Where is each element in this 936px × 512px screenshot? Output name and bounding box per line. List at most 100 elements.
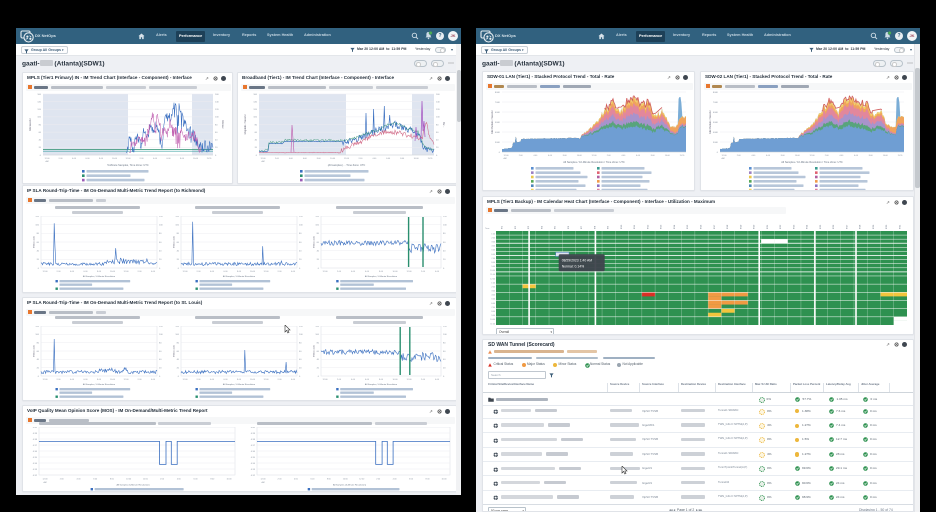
svg-text:40: 40 — [39, 140, 42, 142]
svg-text:10:00: 10:00 — [250, 271, 256, 273]
svg-text:4.38: 4.38 — [251, 439, 256, 441]
svg-text:60: 60 — [299, 351, 302, 353]
svg-text:4.37: 4.37 — [251, 445, 256, 447]
svg-text:8/15: 8/15 — [687, 224, 689, 229]
svg-text:100: 100 — [159, 334, 163, 336]
svg-text:2:00: 2:00 — [197, 271, 202, 273]
svg-text:40: 40 — [177, 251, 180, 253]
svg-text:8/14: 8/14 — [674, 224, 676, 229]
svg-text:4:00: 4:00 — [289, 158, 294, 160]
svg-text:6:00: 6:00 — [224, 379, 229, 381]
svg-text:60: 60 — [159, 351, 162, 353]
svg-text:8:00: 8:00 — [110, 479, 115, 481]
svg-text:Milliseconds: Milliseconds — [314, 344, 316, 357]
svg-text:12:00: 12:00 — [322, 379, 328, 381]
svg-text:20: 20 — [215, 147, 218, 149]
svg-text:80: 80 — [39, 124, 42, 126]
svg-text:6:00: 6:00 — [365, 271, 370, 273]
svg-text:20: 20 — [317, 368, 320, 370]
svg-text:2:00: 2:00 — [337, 271, 342, 273]
svg-text:40: 40 — [443, 251, 446, 253]
svg-text:4.38: 4.38 — [33, 439, 38, 441]
svg-text:80: 80 — [159, 233, 162, 235]
svg-text:2:00: 2:00 — [607, 155, 612, 157]
svg-text:All Samples, 5-Minute Resoluti: All Samples, 5-Minute Resolution — [365, 383, 398, 386]
svg-text:8:00: 8:00 — [563, 155, 568, 157]
svg-text:120: 120 — [443, 326, 447, 328]
svg-text:3:00: 3:00 — [491, 242, 495, 244]
svg-text:80: 80 — [443, 343, 446, 345]
svg-text:8/6: 8/6 — [568, 225, 570, 229]
svg-text:40: 40 — [37, 251, 40, 253]
svg-text:2:00: 2:00 — [278, 479, 283, 481]
svg-text:2:00: 2:00 — [358, 158, 363, 160]
svg-text:40: 40 — [37, 359, 40, 361]
svg-text:80: 80 — [177, 343, 180, 345]
svg-text:8:00: 8:00 — [491, 262, 495, 264]
svg-text:12:00: 12:00 — [125, 158, 131, 160]
svg-text:6:00: 6:00 — [491, 303, 495, 305]
svg-text:4.40: 4.40 — [251, 427, 256, 429]
svg-text:4.36: 4.36 — [33, 451, 38, 453]
svg-text:8/18: 8/18 — [727, 224, 729, 229]
svg-text:4:00: 4:00 — [491, 295, 495, 297]
svg-text:9:00: 9:00 — [491, 315, 495, 317]
svg-text:8/23: 8/23 — [793, 224, 795, 229]
svg-text:80: 80 — [177, 233, 180, 235]
svg-text:8/4: 8/4 — [541, 225, 543, 229]
svg-text:12:00: 12:00 — [143, 479, 149, 481]
svg-text:4:00: 4:00 — [839, 155, 844, 157]
svg-text:60: 60 — [39, 132, 42, 134]
svg-text:1:00: 1:00 — [491, 233, 495, 235]
svg-text:4.36: 4.36 — [251, 451, 256, 453]
svg-text:700K: 700K — [495, 102, 501, 104]
svg-text:10:00: 10:00 — [665, 155, 671, 157]
svg-text:7:00: 7:00 — [491, 307, 495, 309]
svg-text:4:00: 4:00 — [533, 155, 538, 157]
svg-text:10:00: 10:00 — [110, 271, 116, 273]
svg-text:12:00: 12:00 — [260, 158, 266, 160]
svg-text:Megabits / Second: Megabits / Second — [244, 114, 247, 134]
svg-text:140: 140 — [37, 101, 41, 103]
svg-text:6:00: 6:00 — [167, 158, 172, 160]
svg-text:3:00: 3:00 — [491, 291, 495, 293]
svg-text:20: 20 — [299, 368, 302, 370]
svg-text:800K: 800K — [713, 92, 719, 94]
svg-text:All Samples / 10-Minute Resolu: All Samples / 10-Minute Resolution / Tim… — [563, 160, 625, 164]
svg-text:10:00: 10:00 — [414, 158, 420, 160]
svg-text:10:00: 10:00 — [441, 479, 447, 481]
svg-text:100: 100 — [299, 225, 303, 227]
svg-text:140: 140 — [253, 101, 257, 103]
svg-text:10:00: 10:00 — [112, 158, 118, 160]
svg-text:20: 20 — [37, 368, 40, 370]
svg-text:AM: AM — [46, 160, 49, 163]
svg-text:100: 100 — [436, 117, 440, 119]
svg-text:100: 100 — [315, 225, 319, 227]
svg-text:6:00: 6:00 — [365, 379, 370, 381]
svg-text:120: 120 — [443, 216, 447, 218]
svg-text:All Samples, 5-Minute Resoluti: All Samples, 5-Minute Resolution — [223, 383, 256, 386]
svg-text:10:00: 10:00 — [226, 479, 232, 481]
svg-text:8/27: 8/27 — [846, 224, 848, 229]
svg-text:100: 100 — [175, 225, 179, 227]
svg-text:8/12: 8/12 — [648, 224, 650, 229]
svg-text:8/9: 8/9 — [608, 225, 610, 229]
svg-text:10:00: 10:00 — [392, 379, 398, 381]
svg-text:4:00: 4:00 — [151, 379, 156, 381]
svg-text:8/25: 8/25 — [820, 224, 822, 229]
svg-text:100: 100 — [35, 334, 39, 336]
svg-text:20: 20 — [436, 147, 439, 149]
svg-text:2:00: 2:00 — [491, 287, 495, 289]
svg-text:2:00: 2:00 — [825, 155, 830, 157]
svg-text:40: 40 — [317, 359, 320, 361]
svg-text:6:00: 6:00 — [636, 155, 641, 157]
svg-text:8:00: 8:00 — [491, 311, 495, 313]
svg-text:All Samples (5-Minute Resoluti: All Samples (5-Minute Resolution) — [116, 484, 149, 487]
svg-text:2:00: 2:00 — [421, 379, 426, 381]
svg-text:100: 100 — [443, 225, 447, 227]
svg-text:8:00: 8:00 — [97, 379, 102, 381]
svg-text:Milliseconds: Milliseconds — [34, 235, 36, 248]
svg-text:120: 120 — [315, 326, 319, 328]
svg-text:500K: 500K — [713, 122, 719, 124]
svg-text:8/1: 8/1 — [502, 225, 504, 229]
